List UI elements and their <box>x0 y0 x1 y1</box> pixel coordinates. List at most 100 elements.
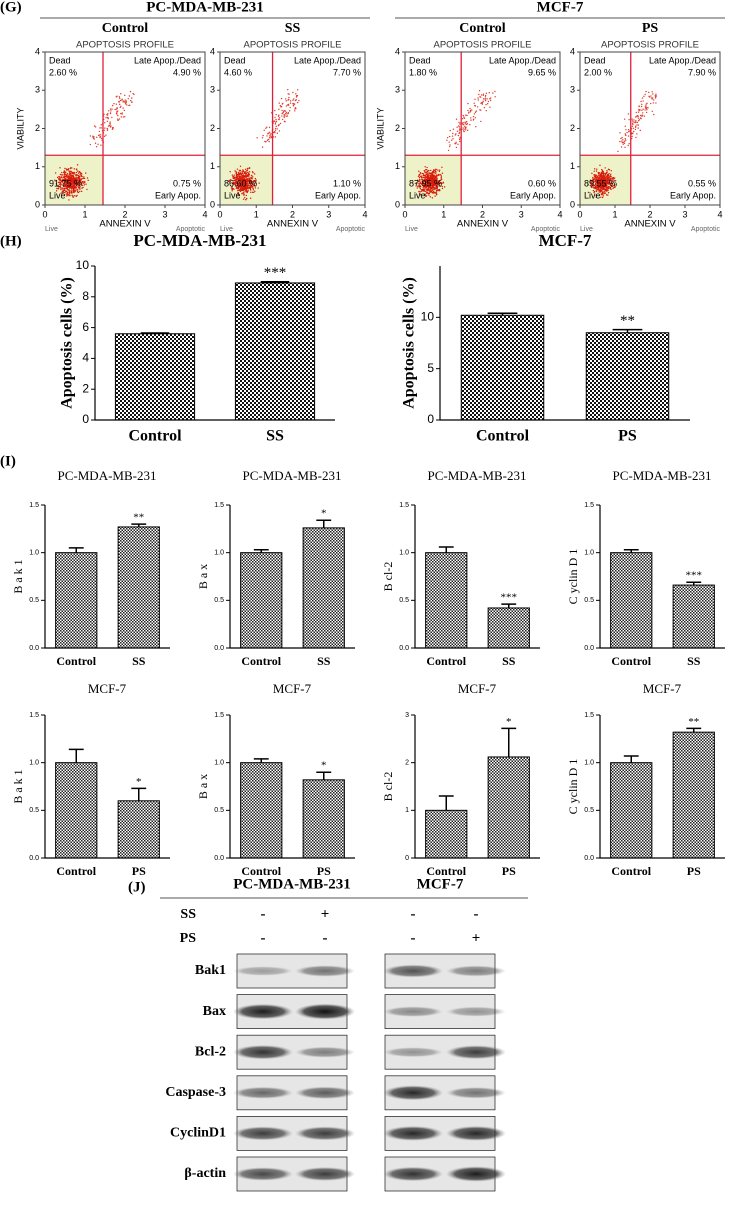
event-dot <box>242 183 244 185</box>
event-dot <box>82 186 84 189</box>
event-dot <box>419 178 421 181</box>
y-tick-label: 3 <box>395 85 400 95</box>
event-dot <box>72 185 75 188</box>
event-dot <box>593 191 595 194</box>
event-dot <box>605 172 607 175</box>
event-dot <box>229 181 231 183</box>
y-tick-label: 2 <box>570 123 575 133</box>
event-dot <box>451 135 454 137</box>
event-dot <box>68 177 71 179</box>
event-dot <box>243 188 246 191</box>
event-dot <box>57 184 59 187</box>
event-dot <box>113 102 115 105</box>
blot-band <box>233 1044 293 1060</box>
event-dot <box>430 187 432 189</box>
event-dot <box>487 100 490 103</box>
event-dot <box>124 103 127 105</box>
event-dot <box>421 180 423 182</box>
event-dot <box>426 166 428 169</box>
event-dot <box>79 172 82 174</box>
blot-band <box>446 1125 506 1141</box>
event-dot <box>476 106 479 108</box>
event-dot <box>448 141 450 143</box>
event-dot <box>274 109 276 112</box>
event-dot <box>424 177 427 179</box>
event-dot <box>439 179 442 182</box>
event-dot <box>632 132 634 134</box>
event-dot <box>416 185 419 187</box>
event-dot <box>427 186 430 188</box>
event-dot <box>242 193 245 195</box>
event-dot <box>240 173 242 175</box>
event-dot <box>78 174 80 177</box>
quadrant-percent: 0.55 % <box>688 178 716 188</box>
event-dot <box>436 187 438 189</box>
x-tick-label: PS <box>618 428 637 445</box>
event-dot <box>421 190 423 193</box>
event-dot <box>61 187 63 189</box>
event-dot <box>422 186 424 189</box>
event-dot <box>597 184 599 186</box>
event-dot <box>642 108 644 110</box>
event-dot <box>118 101 120 103</box>
event-dot <box>475 126 477 128</box>
event-dot <box>233 183 236 185</box>
event-dot <box>627 113 630 115</box>
event-dot <box>427 190 429 192</box>
event-dot <box>446 139 448 142</box>
y-tick-label: 0 <box>427 412 434 426</box>
y-tick-label: 1.0 <box>214 550 224 557</box>
event-dot <box>60 184 62 186</box>
chart-title: MCF-7 <box>643 681 682 696</box>
blot-band <box>295 1003 355 1020</box>
event-dot <box>428 187 430 190</box>
event-dot <box>602 173 604 175</box>
chart-title: PC-MDA-MB-231 <box>58 468 157 483</box>
event-dot <box>74 184 76 186</box>
event-dot <box>480 94 483 96</box>
event-dot <box>65 195 68 197</box>
event-dot <box>277 124 280 127</box>
event-dot <box>86 177 89 179</box>
event-dot <box>489 98 491 100</box>
event-dot <box>428 180 431 182</box>
y-tick-label: 0.0 <box>29 855 39 862</box>
event-dot <box>105 134 107 136</box>
event-dot <box>627 144 629 147</box>
event-dot <box>58 185 61 188</box>
y-tick-label: 1 <box>35 161 40 171</box>
event-dot <box>269 134 271 137</box>
quadrant-label: Late Apop./Dead <box>134 55 201 65</box>
event-dot <box>636 114 638 117</box>
event-dot <box>104 127 106 129</box>
event-dot <box>109 122 111 125</box>
y-axis-label: C yclin D 1 <box>566 549 580 605</box>
event-dot <box>439 181 441 184</box>
bar <box>114 333 196 421</box>
event-dot <box>612 176 614 179</box>
event-dot <box>243 177 245 180</box>
event-dot <box>634 121 636 124</box>
event-dot <box>426 191 428 193</box>
error-bar <box>68 547 84 553</box>
event-dot <box>89 135 92 137</box>
event-dot <box>601 168 603 171</box>
x-axis-label: ANNEXIN V <box>267 219 319 230</box>
event-dot <box>85 183 87 185</box>
event-dot <box>465 129 467 131</box>
event-dot <box>653 113 655 116</box>
quadrant-label: Dead <box>584 55 606 65</box>
event-dot <box>284 113 287 115</box>
event-dot <box>95 136 98 138</box>
event-dot <box>285 115 287 117</box>
event-dot <box>443 186 446 188</box>
event-dot <box>602 195 604 197</box>
event-dot <box>484 94 487 97</box>
event-dot <box>419 175 422 178</box>
event-dot <box>74 173 76 175</box>
event-dot <box>68 175 71 177</box>
event-dot <box>597 188 600 191</box>
event-dot <box>287 88 289 91</box>
event-dot <box>416 182 418 185</box>
event-dot <box>644 109 646 111</box>
